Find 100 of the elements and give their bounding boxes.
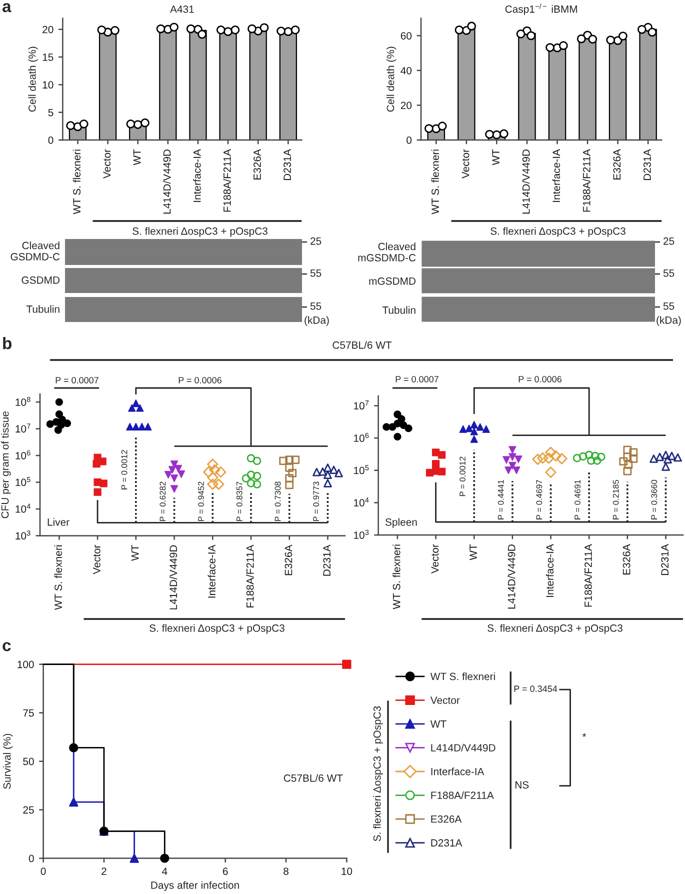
x-tick-label: Interface-IA [552, 149, 560, 202]
x-tick-label: 6 [222, 868, 228, 875]
text: S. flexneri ΔospC3 + pOspC3 [150, 624, 284, 634]
text: P = 0.0007 [396, 376, 438, 382]
x-tick-label: E326A [284, 544, 292, 576]
x-tick-label: Interface-IA [546, 544, 554, 597]
text: P = 0.0006 [518, 376, 562, 382]
x-tick-label: WT S. flexneri [72, 150, 81, 214]
x-tick-label: Interface-IA [193, 149, 201, 202]
x-tick-label: WT S. flexneri [431, 150, 439, 214]
text: 25 [310, 237, 322, 245]
text: Cleaved GSDMD-C [10, 242, 60, 260]
y-tick-label: 0 [28, 854, 34, 862]
text: c [2, 642, 11, 652]
y-tick-label: 20 [400, 102, 412, 110]
annotation: Spleen [385, 518, 417, 528]
x-tick-label: Interface-IA [208, 544, 216, 598]
text: 25 [664, 237, 674, 245]
y-tick-label: 10$^{6}$ [16, 450, 30, 460]
annotation: P = 0.7308 [274, 482, 281, 522]
legend-label: F188A/F211A [431, 791, 494, 800]
y-tick-label: 40 [400, 66, 412, 74]
x-tick-label: D231A [284, 149, 291, 180]
annotation: P = 0.0012 [121, 450, 128, 490]
text: S. flexneri ΔospC3 + pOspC3 [373, 706, 383, 842]
annotation: C57BL/6 WT [284, 774, 343, 782]
text: 55 [310, 302, 322, 310]
text: (kDa) [656, 316, 681, 326]
legend-label: Vector [430, 696, 460, 704]
x-tick-label: L414D/V449D [163, 150, 171, 214]
annotation: P = 0.3660 [651, 480, 658, 520]
legend-label: Interface-IA [431, 768, 484, 776]
x-tick-label: F188A/F211A [584, 544, 592, 607]
text: P = 0.3454 [514, 686, 558, 692]
text: 55 [663, 302, 674, 310]
y-tick-label: 5 [48, 108, 54, 116]
annotation: P = 0.4697 [536, 480, 542, 520]
text: (kDa) [304, 316, 329, 326]
x-tick-label: L414D/V449D [508, 544, 516, 609]
y-tick-label: 25 [23, 806, 34, 814]
y-tick-label: 100 [18, 660, 34, 668]
text: P = 0.0006 [178, 377, 222, 384]
y-tick-label: 75 [23, 709, 34, 717]
x-tick-label: D231A [323, 544, 331, 576]
y-tick-label: 10$^{5}$ [16, 477, 30, 486]
y-tick-label: 10$^{7}$ [354, 400, 369, 410]
x-tick-label: F188A/F211A [246, 544, 254, 608]
legend-label: WT [430, 720, 446, 728]
chart-title: A431 [170, 5, 194, 13]
y-tick-label: 60 [400, 32, 412, 40]
legend-label: L414D/V449D [431, 744, 496, 752]
y-tick-label: 10$^{6}$ [354, 432, 369, 442]
x-tick-label: WT [133, 149, 141, 166]
x-tick-label: F188A/F211A [223, 149, 231, 212]
x-tick-label: D231A [661, 544, 669, 576]
annotation: P = 0.4441 [498, 480, 504, 520]
x-tick-label: Vector [462, 149, 470, 179]
x-tick-label: WT [131, 544, 139, 561]
y-tick-label: 10$^{3}$ [354, 530, 369, 539]
y-tick-label: 10$^{8}$ [16, 396, 30, 406]
x-tick-label: Vector [431, 544, 439, 574]
y-tick-label: 50 [23, 758, 34, 766]
y-axis-title: CFU per gram of tissue [1, 411, 11, 518]
y-tick-label: 10$^{5}$ [354, 465, 369, 474]
y-tick-label: 0 [48, 136, 54, 144]
x-tick-label: 4 [162, 868, 168, 875]
x-tick-label: E326A [622, 544, 630, 574]
text: NS [515, 781, 529, 789]
annotation: P = 0.8357 [236, 482, 242, 522]
annotation: P = 0.0012 [460, 456, 466, 496]
text: a [2, 3, 12, 12]
y-axis-title: Survival (%) [3, 734, 13, 789]
text: S. flexneri ΔospC3 + pOspC3 [490, 227, 626, 237]
text: Cleaved mGSDMD-C [358, 242, 416, 262]
x-axis-title: Days after infection [151, 881, 239, 891]
text: S. flexneri ΔospC3 + pOspC3 [488, 624, 622, 634]
legend-label: WT S. flexneri [430, 672, 495, 680]
annotation: P = 0.9773 [313, 482, 320, 522]
x-tick-label: Vector [93, 544, 100, 574]
x-tick-label: 2 [102, 868, 106, 875]
annotation: Liver [48, 518, 70, 526]
annotation: P = 0.4691 [574, 480, 580, 520]
x-tick-label: E326A [254, 149, 261, 180]
chart-title: Casp1$^{−/−}$ iBMM [505, 4, 577, 15]
x-tick-label: WT [470, 544, 477, 560]
text: mGSDMD [369, 277, 416, 285]
y-tick-label: 10$^{3}$ [16, 530, 30, 540]
annotation: P = 0.2185 [612, 480, 619, 520]
text: S. flexneri ΔospC3 + pOspC3 [132, 227, 268, 237]
y-tick-label: 10 [42, 81, 54, 89]
y-tick-label: 20 [42, 26, 54, 34]
legend-label: D231A [431, 839, 462, 847]
x-tick-label: D231A [643, 149, 651, 180]
x-tick-label: 10 [342, 868, 352, 875]
text: b [3, 337, 12, 350]
text: Tubulin [26, 305, 60, 313]
y-tick-label: 15 [42, 54, 54, 61]
x-tick-label: E326A [613, 149, 621, 180]
text: 55 [310, 270, 322, 277]
x-tick-label: L414D/V449D [522, 150, 530, 214]
